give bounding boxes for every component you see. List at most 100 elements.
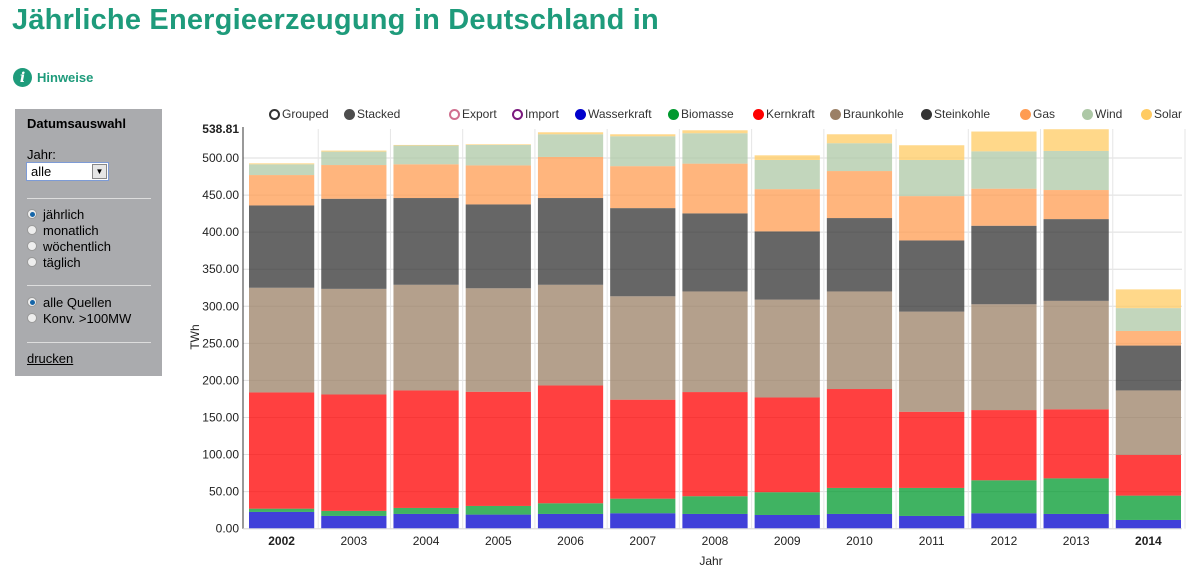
bar-segment-wind-2007 [610, 136, 676, 167]
bar-segment-kernkraft-2005 [465, 391, 531, 506]
divider [27, 342, 151, 343]
bar-segment-steinkohle-2009 [754, 231, 820, 300]
legend-circle-icon [668, 108, 679, 120]
legend-label: Steinkohle [934, 107, 991, 121]
bar-segment-wind-2006 [537, 134, 604, 157]
bar-segment-kernkraft-2010 [826, 389, 893, 488]
bar-segment-biomasse-2009 [754, 492, 820, 515]
radio-period-daily[interactable]: täglich [27, 254, 81, 270]
radio-button[interactable] [27, 209, 37, 219]
radio-button[interactable] [27, 225, 37, 235]
y-tick-label: 400.00 [202, 225, 239, 239]
radio-button[interactable] [27, 257, 37, 267]
bar-segment-steinkohle-2014 [1115, 345, 1181, 391]
bar-segment-gas-2007 [610, 166, 676, 209]
x-tick-label: 2012 [991, 534, 1018, 548]
page-title: Jährliche Energieerzeugung in Deutschlan… [12, 4, 659, 36]
x-tick-label: 2013 [1063, 534, 1090, 548]
bar-segment-steinkohle-2007 [610, 208, 676, 297]
legend-item-solar[interactable]: Solar [1141, 106, 1182, 122]
legend-item-steinkohle[interactable]: Steinkohle [921, 106, 990, 122]
year-select[interactable]: alle ▼ [26, 162, 109, 181]
radio-source-all[interactable]: alle Quellen [27, 294, 112, 310]
bar-segment-wasserkraft-2003 [321, 515, 387, 529]
legend-circle-icon [1020, 108, 1031, 120]
bar-segment-wasserkraft-2010 [826, 513, 893, 529]
legend-label: Kernkraft [766, 107, 815, 121]
legend-stacked[interactable]: Stacked [344, 106, 400, 122]
radio-label: monatlich [43, 222, 99, 238]
legend-item-kernkraft[interactable]: Kernkraft [753, 106, 815, 122]
bar-segment-wind-2012 [971, 151, 1037, 189]
legend-circle-icon [1141, 108, 1152, 120]
bar-segment-wind-2013 [1043, 150, 1109, 191]
bar-segment-kernkraft-2013 [1043, 409, 1109, 479]
y-tick-label: 150.00 [202, 410, 239, 424]
bar-segment-kernkraft-2008 [682, 392, 748, 497]
radio-period-yearly[interactable]: jährlich [27, 206, 84, 222]
bar-segment-kernkraft-2014 [1115, 454, 1181, 496]
bar-segment-gas-2003 [321, 165, 387, 199]
bar-segment-solar-2012 [971, 131, 1037, 152]
divider [27, 285, 151, 286]
legend-label: Wind [1095, 107, 1123, 121]
legend-label: Solar [1154, 107, 1183, 121]
x-tick-label: 2009 [774, 534, 801, 548]
bar-segment-braunkohle-2003 [321, 288, 387, 395]
bar-segment-gas-2008 [682, 163, 748, 214]
legend-item-export[interactable]: Export [449, 106, 497, 122]
bar-segment-steinkohle-2005 [465, 204, 531, 289]
legend-circle-icon [512, 108, 523, 120]
bar-segment-braunkohle-2006 [537, 284, 604, 386]
hints-link[interactable]: i Hinweise [13, 68, 93, 87]
bar-segment-wasserkraft-2009 [754, 514, 820, 529]
bar-segment-gas-2009 [754, 189, 820, 232]
info-icon: i [13, 68, 32, 87]
legend-label: Grouped [282, 107, 329, 121]
bar-segment-biomasse-2011 [899, 487, 965, 516]
y-tick-label: 50.00 [209, 485, 239, 499]
date-selection-panel: Datumsauswahl Jahr: alle ▼ jährlich mona… [15, 109, 162, 376]
legend-circle-icon [753, 108, 764, 120]
radio-button[interactable] [27, 297, 37, 307]
y-tick-label: 350.00 [202, 262, 239, 276]
radio-source-conventional[interactable]: Konv. >100MW [27, 310, 131, 326]
bar-segment-biomasse-2002 [249, 508, 315, 512]
legend-circle-icon [449, 108, 460, 120]
bar-segment-steinkohle-2013 [1043, 219, 1109, 301]
legend-circle-icon [1082, 108, 1093, 120]
x-tick-label: 2010 [846, 534, 873, 548]
bar-segment-braunkohle-2002 [249, 287, 315, 393]
x-tick-label: 2003 [340, 534, 367, 548]
bar-segment-biomasse-2012 [971, 480, 1037, 514]
legend-item-wasserkraft[interactable]: Wasserkraft [575, 106, 652, 122]
bar-segment-wasserkraft-2008 [682, 513, 748, 529]
legend-item-import[interactable]: Import [512, 106, 559, 122]
legend-item-wind[interactable]: Wind [1082, 106, 1122, 122]
chevron-down-icon[interactable]: ▼ [92, 164, 107, 179]
bar-segment-kernkraft-2011 [899, 411, 965, 488]
legend-label: Gas [1033, 107, 1056, 121]
bar-segment-kernkraft-2003 [321, 394, 387, 511]
bar-segment-kernkraft-2007 [610, 399, 676, 499]
legend-grouped[interactable]: Grouped [269, 106, 329, 122]
bar-segment-kernkraft-2004 [393, 390, 459, 508]
bar-segment-gas-2014 [1115, 330, 1181, 346]
radio-period-weekly[interactable]: wöchentlich [27, 238, 111, 254]
legend-item-braunkohle[interactable]: Braunkohle [830, 106, 904, 122]
print-link[interactable]: drucken [27, 351, 74, 366]
legend-item-gas[interactable]: Gas [1020, 106, 1055, 122]
legend-label: Import [525, 107, 560, 121]
x-tick-label: 2014 [1135, 534, 1162, 548]
bar-segment-wasserkraft-2005 [465, 514, 531, 529]
x-tick-label: 2008 [702, 534, 729, 548]
bar-segment-steinkohle-2002 [249, 205, 315, 288]
radio-button[interactable] [27, 241, 37, 251]
legend-item-biomasse[interactable]: Biomasse [668, 106, 734, 122]
radio-period-monthly[interactable]: monatlich [27, 222, 99, 238]
year-select-value: alle [31, 164, 52, 179]
bar-segment-wasserkraft-2004 [393, 513, 459, 529]
bar-segment-solar-2010 [826, 134, 893, 144]
radio-button[interactable] [27, 313, 37, 323]
legend-circle-icon [830, 108, 841, 120]
